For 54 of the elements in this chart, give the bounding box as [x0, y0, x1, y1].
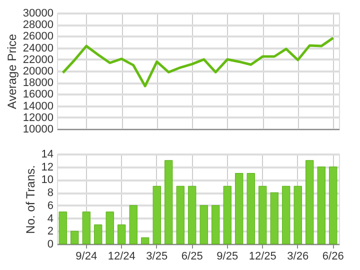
bar [329, 166, 338, 244]
y-axis-title: No. of Trans. [23, 165, 38, 234]
x-tick-label: 6/25 [181, 250, 203, 262]
bar [176, 186, 184, 244]
bar [70, 230, 79, 244]
bar [118, 224, 126, 244]
x-tick-label: 3/26 [287, 250, 309, 262]
y-tick-label: 30000 [22, 8, 54, 20]
bar [258, 186, 267, 244]
bar [82, 212, 90, 244]
x-tick-label: 3/25 [146, 250, 168, 262]
y-tick-label: 14 [41, 148, 54, 160]
x-tick-label: 9/25 [216, 250, 238, 262]
bar [106, 212, 114, 244]
y-tick-label: 20000 [22, 66, 54, 78]
bar [129, 205, 138, 244]
bar [200, 205, 208, 244]
bar [188, 186, 196, 244]
bar [94, 224, 102, 244]
line-series [62, 36, 334, 88]
y-tick-label: 8 [47, 187, 54, 200]
y-tick-label: 24000 [22, 42, 54, 54]
y-tick-label: 18000 [22, 77, 54, 90]
y-tick-label: 22000 [22, 54, 54, 66]
y-tick-label: 14000 [22, 100, 54, 112]
x-tick-label: 9/24 [76, 250, 98, 262]
y-tick-label: 2 [47, 226, 54, 238]
y-tick-label: 10000 [22, 124, 54, 136]
y-tick-label: 0 [47, 238, 54, 250]
bar [152, 186, 161, 244]
x-tick-label: 12/24 [108, 250, 136, 262]
bar [212, 205, 220, 244]
bar [164, 160, 173, 244]
y-tick-label: 16000 [22, 88, 54, 101]
bar [246, 173, 255, 244]
y-tick-label: 28000 [22, 19, 54, 32]
bar [235, 173, 244, 244]
y-tick-label: 6 [47, 200, 54, 212]
y-tick-label: 10 [41, 174, 54, 186]
bar [317, 166, 326, 244]
y-tick-label: 12000 [22, 112, 54, 124]
bar [282, 186, 290, 244]
bar [141, 237, 150, 244]
bar [306, 160, 314, 244]
bar [223, 186, 232, 244]
y-axis-title: Average Price [4, 34, 19, 110]
bar [294, 186, 302, 244]
bar [270, 192, 278, 244]
y-tick-label: 26000 [22, 30, 54, 43]
y-tick-label: 4 [47, 212, 54, 225]
x-tick-label: 12/25 [248, 250, 276, 262]
y-tick-label: 12 [41, 161, 54, 174]
x-tick-label: 6/26 [322, 250, 344, 262]
bar [58, 212, 67, 244]
